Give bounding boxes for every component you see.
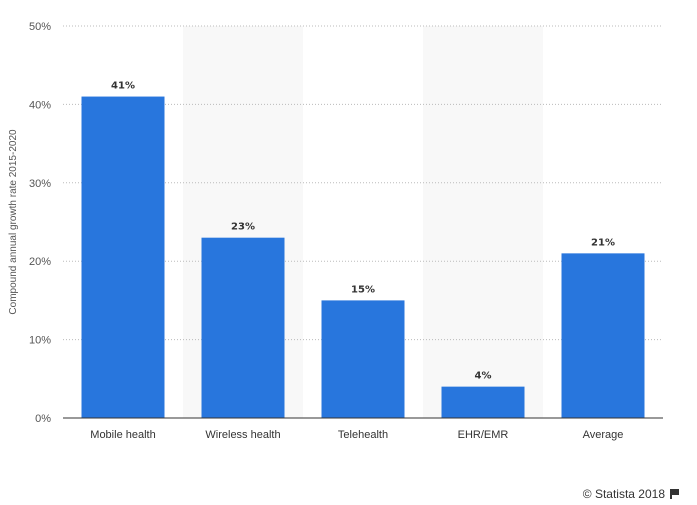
x-category-label: EHR/EMR [458,429,509,441]
y-tick-label: 10% [29,335,51,347]
bar [321,300,405,418]
y-tick-label: 40% [29,99,51,111]
flag-icon [670,489,679,499]
data-label: 21% [591,237,615,248]
y-tick-label: 30% [29,178,51,190]
y-tick-label: 0% [35,413,51,425]
bars [81,96,645,418]
x-category-label: Average [583,429,624,441]
credit-text: © Statista 2018 [582,487,665,501]
background-band [423,26,543,418]
data-label: 4% [475,371,492,382]
data-labels: 41% 23% 15% 4% 21% [111,81,615,382]
bar [441,386,525,418]
x-axis-categories: Mobile health Wireless health Telehealth EH… [90,429,623,441]
x-category-label: Wireless health [205,429,280,441]
data-label: 15% [351,284,375,295]
x-category-label: Mobile health [90,429,155,441]
data-label: 41% [111,81,135,92]
y-tick-label: 20% [29,256,51,268]
x-category-label: Telehealth [338,429,388,441]
y-axis-ticks: 0% 10% 20% 30% 40% 50% [29,21,51,425]
y-axis-title: Compound annual growth rate 2015-2020 [8,129,19,315]
bar [201,237,285,418]
bar [561,253,645,418]
data-label: 23% [231,222,255,233]
y-tick-label: 50% [29,21,51,33]
bar [81,96,165,418]
statista-credit[interactable]: © Statista 2018 [583,487,679,501]
